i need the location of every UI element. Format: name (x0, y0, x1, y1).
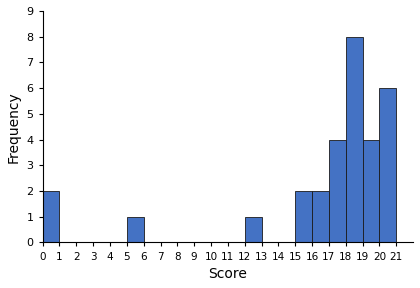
Bar (43, 191, 60, 242)
Bar (127, 217, 144, 242)
Bar (295, 191, 312, 242)
Bar (346, 37, 362, 242)
X-axis label: Score: Score (208, 267, 247, 281)
Y-axis label: Frequency: Frequency (7, 91, 21, 163)
Bar (312, 191, 329, 242)
Bar (329, 140, 346, 242)
Bar (379, 88, 396, 242)
Bar (245, 217, 262, 242)
Bar (362, 140, 379, 242)
